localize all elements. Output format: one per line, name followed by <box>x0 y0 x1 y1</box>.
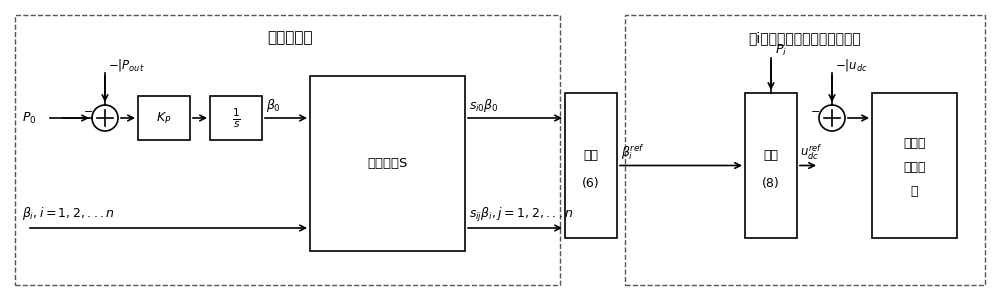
Text: $\frac{1}{s}$: $\frac{1}{s}$ <box>232 106 240 130</box>
FancyBboxPatch shape <box>565 93 617 238</box>
Text: $-|u_{dc}$: $-|u_{dc}$ <box>835 57 868 73</box>
Text: $K_P$: $K_P$ <box>156 111 172 125</box>
Text: $s_{i0}\beta_0$: $s_{i0}\beta_0$ <box>469 97 499 114</box>
Text: $s_{ij}\beta_i, j=1,2,...n$: $s_{ij}\beta_i, j=1,2,...n$ <box>469 206 574 224</box>
Text: 逆变器: 逆变器 <box>903 137 926 150</box>
Text: 通信矩阵S: 通信矩阵S <box>367 157 408 170</box>
Text: $P_0$: $P_0$ <box>22 111 37 125</box>
Text: $\beta_i^{ref}$: $\beta_i^{ref}$ <box>621 142 645 161</box>
Text: (6): (6) <box>582 177 600 190</box>
Text: $u_{dc}^{ref}$: $u_{dc}^{ref}$ <box>800 142 822 161</box>
Text: 公式: 公式 <box>584 149 598 162</box>
Text: 高层控制器: 高层控制器 <box>267 31 313 45</box>
FancyBboxPatch shape <box>310 76 465 251</box>
FancyBboxPatch shape <box>745 93 797 238</box>
Text: $-$: $-$ <box>810 105 820 115</box>
Text: $\beta_0$: $\beta_0$ <box>266 97 281 114</box>
Text: 公式: 公式 <box>764 149 778 162</box>
Text: (8): (8) <box>762 177 780 190</box>
Text: 制: 制 <box>911 185 918 198</box>
Text: 第i台光伏发电机的底层控制器: 第i台光伏发电机的底层控制器 <box>749 31 861 45</box>
FancyBboxPatch shape <box>210 96 262 140</box>
Text: $\beta_i, i=1,2,...n$: $\beta_i, i=1,2,...n$ <box>22 205 115 222</box>
Text: $-|P_{out}$: $-|P_{out}$ <box>108 57 145 73</box>
FancyBboxPatch shape <box>872 93 957 238</box>
FancyBboxPatch shape <box>138 96 190 140</box>
Text: 电流控: 电流控 <box>903 161 926 174</box>
Text: $-$: $-$ <box>83 105 93 115</box>
Text: $P_i$: $P_i$ <box>775 43 787 58</box>
